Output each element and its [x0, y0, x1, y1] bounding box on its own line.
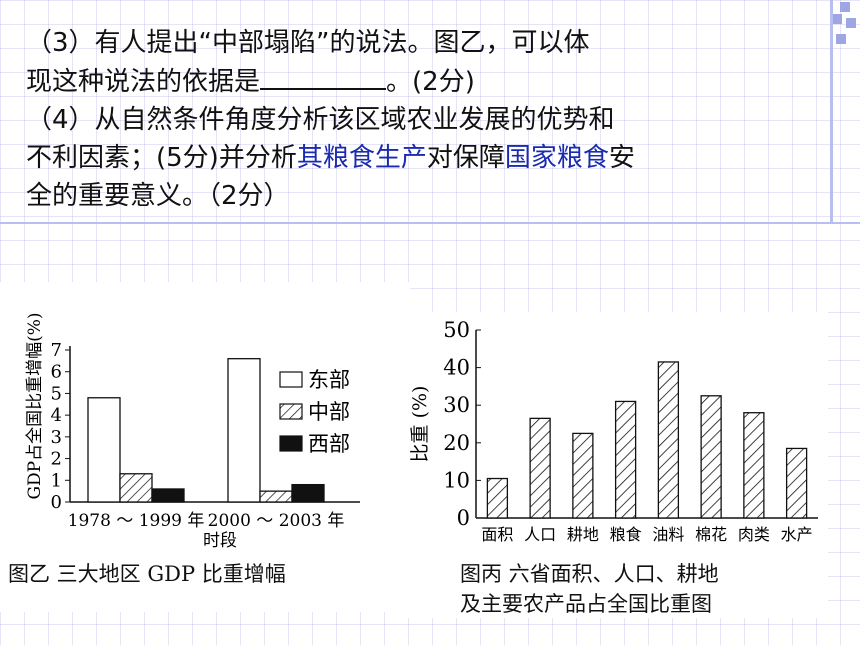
- slide-border-line: [0, 222, 860, 224]
- bar-中部-0: [119, 473, 153, 503]
- legend-swatch: [279, 403, 303, 420]
- legend-label: 西部: [308, 432, 350, 456]
- figure-c-chart: 0 10 20 30 40 50 比重 (%) 面积 人口 耕地 粮食 油料 棉花 肉类 水产: [409, 318, 818, 544]
- x-tick-label: 面积: [481, 525, 513, 544]
- y-tick-label: 4: [51, 405, 62, 426]
- y-axis-title: GDP占全国比重增幅(%): [25, 312, 45, 499]
- x-tick-label: 油料: [652, 525, 684, 544]
- x-axis-title: 时段: [203, 531, 237, 551]
- y-tick-label: 0: [457, 506, 470, 530]
- question-4-line-3: 全的重要意义。（2分）: [26, 181, 290, 211]
- q4-text: 对保障: [426, 143, 505, 173]
- x-tick-label: 水产: [781, 525, 813, 544]
- bar-棉花: [700, 395, 722, 519]
- bar-水产: [785, 447, 808, 519]
- legend-swatch: [279, 371, 303, 388]
- y-tick-label: 20: [443, 431, 470, 455]
- y-axis-title: 比重 (%): [409, 386, 431, 463]
- bar-油料: [657, 361, 680, 519]
- figure-b-panel: 0 1 2 3 4 5 6 7 GDP占全国比重增幅(%) 1978 ～ 1999 年 2000 ～…: [0, 282, 410, 612]
- legend-swatch: [279, 435, 303, 452]
- bar-中部-1: [259, 490, 293, 503]
- x-tick-label: 粮食: [610, 525, 642, 544]
- legend-label: 东部: [308, 368, 350, 392]
- y-tick-label: 6: [51, 362, 62, 383]
- bar-东部-1: [227, 358, 261, 503]
- q3-score: 。(2分): [386, 67, 475, 97]
- figure-c-caption-line-1: 图丙 六省面积、人口、耕地: [460, 562, 719, 586]
- q4-text: 安: [608, 143, 635, 173]
- bar-人口: [529, 417, 551, 519]
- q4-text: 不利因素；(5分)并分析: [26, 143, 297, 173]
- question-4-line-1: （4）从自然条件角度分析该区域农业发展的优势和: [26, 105, 615, 135]
- bar-西部-1: [291, 483, 325, 503]
- y-tick-label: 3: [51, 427, 62, 448]
- y-tick-label: 7: [51, 340, 62, 361]
- x-tick-label: 人口: [524, 525, 556, 544]
- x-tick-label: 1978 ～ 1999 年: [68, 511, 205, 531]
- x-tick-label: 2000 ～ 2003 年: [208, 511, 345, 531]
- q4-link-grain-production[interactable]: 其粮食生产: [296, 143, 427, 173]
- x-tick-label: 棉花: [695, 525, 727, 544]
- question-text: （3）有人提出“中部塌陷”的说法。图乙，可以体 现这种说法的依据是 。(2分) （…: [26, 24, 826, 215]
- y-tick-label: 5: [51, 383, 62, 404]
- q4-link-national-grain[interactable]: 国家粮食: [504, 143, 609, 173]
- question-3-line-2: 现这种说法的依据是 。(2分): [26, 62, 826, 101]
- y-tick-label: 30: [443, 393, 470, 417]
- q3-text: 现这种说法的依据是: [26, 67, 261, 97]
- corner-decoration: [832, 0, 860, 230]
- question-4-line-2: 不利因素；(5分)并分析其粮食生产对保障国家粮食安: [26, 139, 826, 177]
- x-tick-label: 肉类: [738, 525, 770, 544]
- figure-c-caption-line-2: 及主要农产品占全国比重图: [460, 592, 712, 616]
- bar-耕地: [572, 432, 594, 519]
- y-tick-label: 50: [443, 318, 470, 342]
- figure-c-panel: 0 10 20 30 40 50 比重 (%) 面积 人口 耕地 粮食 油料 棉花 肉类 水产 图丙 六省面…: [408, 312, 828, 618]
- y-tick-label: 2: [51, 449, 62, 470]
- y-tick-label: 10: [443, 468, 470, 492]
- bar-肉类: [743, 412, 765, 519]
- slide-border-line: [830, 0, 833, 222]
- y-tick-label: 40: [443, 356, 470, 380]
- bar-粮食: [614, 400, 637, 519]
- question-3-line-1: （3）有人提出“中部塌陷”的说法。图乙，可以体: [26, 28, 590, 58]
- y-tick-label: 1: [51, 470, 62, 491]
- legend-label: 中部: [308, 400, 350, 424]
- bar-面积: [486, 477, 509, 519]
- bar-东部-0: [87, 397, 121, 503]
- figure-b-caption: 图乙 三大地区 GDP 比重增幅: [8, 562, 286, 586]
- x-tick-label: 耕地: [567, 525, 599, 544]
- bar-西部-0: [151, 488, 185, 503]
- y-tick-label: 0: [51, 492, 62, 513]
- answer-blank: [260, 62, 387, 90]
